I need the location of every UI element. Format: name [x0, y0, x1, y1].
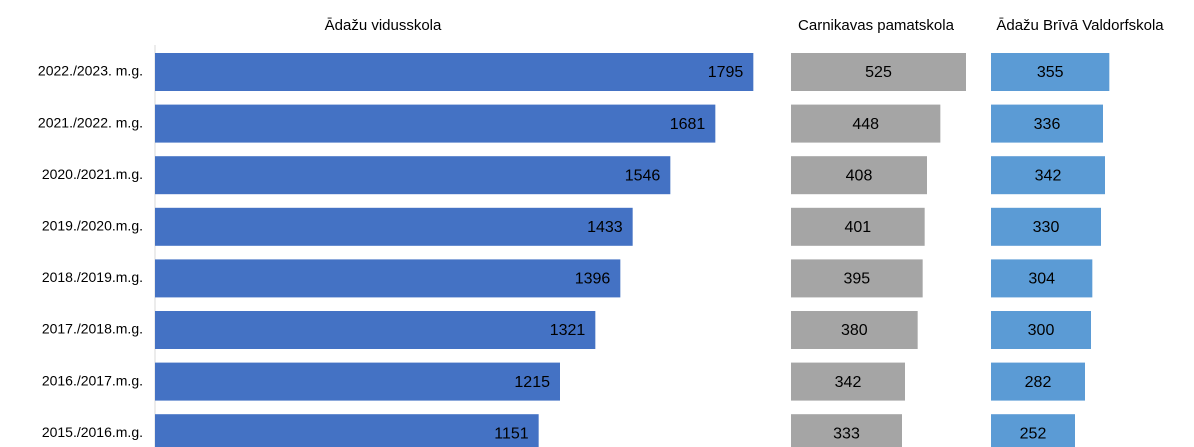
- bar: [991, 53, 1110, 91]
- category-label: 2022./2023. m.g.: [38, 63, 143, 79]
- category-label: 2019./2020.m.g.: [42, 218, 143, 234]
- value-label: 1396: [575, 271, 611, 288]
- category-label: 2017./2018.m.g.: [42, 321, 143, 337]
- panel-title: Carnikavas pamatskola: [798, 17, 955, 34]
- value-label: 333: [833, 425, 860, 442]
- bar: [791, 156, 927, 195]
- category-label: 2018./2019.m.g.: [42, 269, 143, 285]
- value-label: 1433: [587, 219, 623, 236]
- value-label: 330: [1033, 219, 1060, 236]
- bar: [155, 311, 596, 349]
- value-label: 448: [852, 116, 879, 133]
- bar: [791, 53, 966, 91]
- bar: [791, 259, 923, 298]
- bar: [991, 156, 1105, 195]
- value-label: 1546: [625, 167, 661, 184]
- value-label: 342: [835, 374, 862, 391]
- value-label: 408: [846, 167, 873, 184]
- category-label: 2021./2022. m.g.: [38, 114, 143, 130]
- bar: [991, 207, 1101, 246]
- bar: [155, 104, 716, 143]
- value-label: 252: [1020, 425, 1047, 442]
- category-label: 2015./2016.m.g.: [42, 424, 143, 440]
- value-label: 300: [1028, 322, 1055, 339]
- value-label: 1795: [708, 64, 744, 81]
- value-label: 401: [844, 219, 871, 236]
- bar: [791, 104, 941, 143]
- value-label: 1215: [514, 374, 550, 391]
- bar: [791, 207, 925, 246]
- category-label: 2020./2021.m.g.: [42, 166, 143, 182]
- bar: [991, 414, 1075, 447]
- bar: [155, 414, 539, 447]
- value-label: 1321: [550, 322, 586, 339]
- bar: [155, 53, 754, 91]
- bar: [155, 156, 671, 195]
- bar: [991, 362, 1085, 401]
- value-label: 355: [1037, 64, 1064, 81]
- panel-title: Ādažu vidusskola: [325, 17, 442, 34]
- value-label: 380: [841, 322, 868, 339]
- panel-title: Ādažu Brīvā Valdorfskola: [996, 17, 1164, 34]
- value-label: 1151: [494, 425, 529, 442]
- value-label: 336: [1034, 116, 1061, 133]
- value-label: 395: [843, 271, 870, 288]
- bar: [991, 311, 1091, 349]
- value-label: 304: [1028, 271, 1055, 288]
- bar: [791, 414, 902, 447]
- bar: [155, 207, 633, 246]
- bar: [791, 362, 905, 401]
- bar: [155, 362, 560, 401]
- category-label: 2016./2017.m.g.: [42, 372, 143, 388]
- value-label: 1681: [670, 116, 706, 133]
- bar: [791, 311, 918, 349]
- bar: [991, 259, 1093, 298]
- value-label: 282: [1025, 374, 1052, 391]
- value-label: 342: [1035, 167, 1062, 184]
- bar: [155, 259, 621, 298]
- bar: [991, 104, 1103, 143]
- value-label: 525: [865, 64, 892, 81]
